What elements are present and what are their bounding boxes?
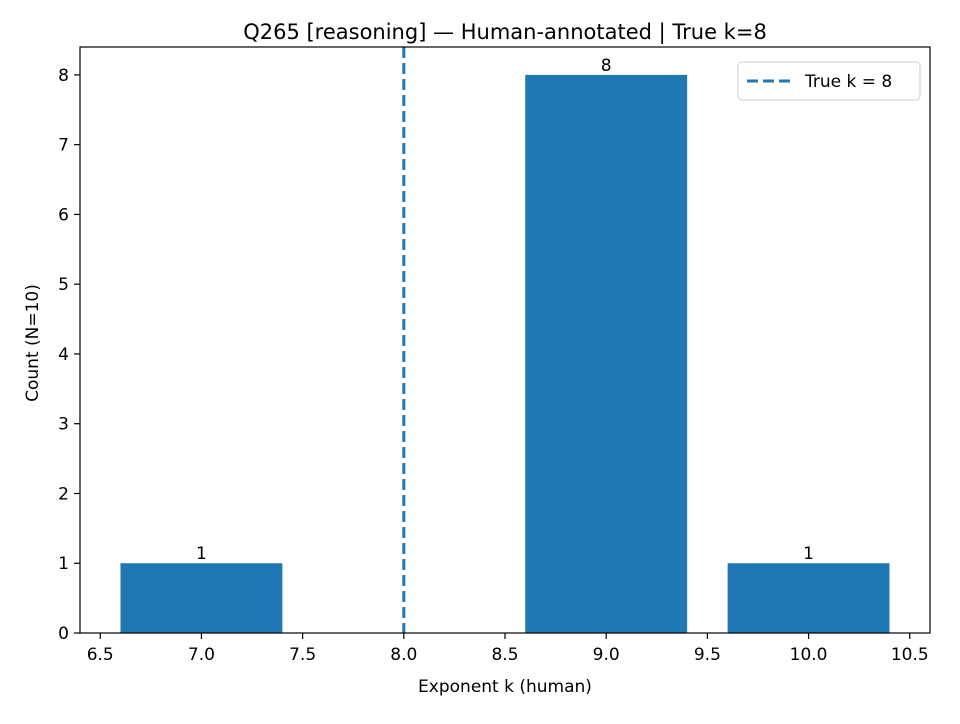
bar-value-label-1: 8	[601, 56, 612, 76]
x-tick-label-1: 7.0	[188, 645, 215, 665]
x-tick-label-6: 9.5	[694, 645, 721, 665]
x-tick-label-0: 6.5	[87, 645, 114, 665]
chart-title: Q265 [reasoning] — Human-annotated | Tru…	[243, 20, 767, 45]
x-tick-label-5: 9.0	[593, 645, 620, 665]
bar-1	[525, 74, 688, 633]
y-tick-label-1: 1	[58, 554, 69, 574]
bar-0	[120, 563, 283, 633]
y-tick-label-3: 3	[58, 415, 69, 435]
y-tick-label-7: 7	[58, 136, 69, 156]
legend-label: True k = 8	[804, 72, 892, 92]
x-tick-label-2: 7.5	[289, 645, 316, 665]
y-tick-label-4: 4	[58, 345, 69, 365]
x-tick-label-7: 10.0	[790, 645, 828, 665]
y-tick-label-6: 6	[58, 205, 69, 225]
x-tick-label-3: 8.0	[390, 645, 417, 665]
bar-value-label-2: 1	[803, 544, 814, 564]
y-axis-label: Count (N=10)	[23, 284, 43, 402]
y-tick-label-5: 5	[58, 275, 69, 295]
y-tick-label-8: 8	[58, 66, 69, 86]
legend-box	[737, 61, 921, 101]
y-tick-label-2: 2	[58, 484, 69, 504]
x-tick-label-4: 8.5	[491, 645, 518, 665]
x-axis-label: Exponent k (human)	[418, 677, 592, 697]
y-tick-label-0: 0	[58, 624, 69, 644]
bar-2	[727, 563, 890, 633]
plot-area: 1 8 1 6.5 7.0 7.5 8.0 8.5 9.0 9.5 10.0 10.5 0 1 2 3 4 5 6 7…	[58, 46, 931, 665]
x-tick-label-8: 10.5	[891, 645, 929, 665]
bar-value-label-0: 1	[196, 544, 207, 564]
